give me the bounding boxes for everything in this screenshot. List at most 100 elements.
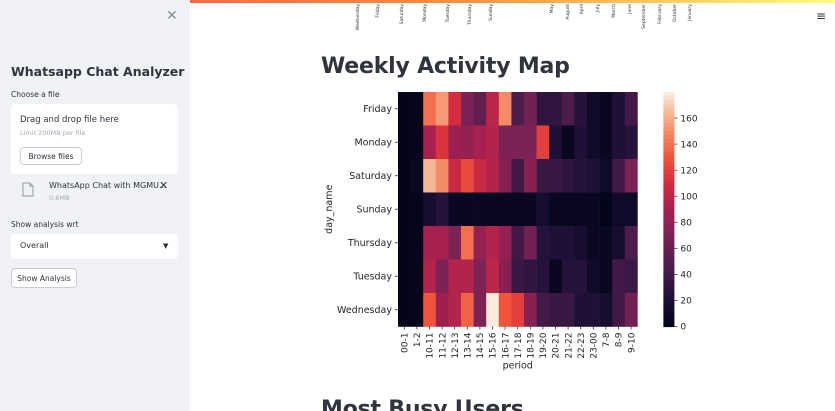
heatmap-cell bbox=[448, 259, 462, 294]
remove-x-icon[interactable]: ✕ bbox=[159, 179, 169, 192]
colorbar-segment bbox=[663, 115, 675, 120]
heatmap-cell bbox=[423, 92, 437, 126]
heatmap-cell bbox=[599, 92, 613, 126]
colorbar-segment bbox=[663, 146, 675, 152]
colorbar-segment bbox=[663, 131, 675, 136]
heatmap-cell bbox=[473, 192, 487, 227]
uploaded-file-name: WhatsApp Chat with MGMU... bbox=[49, 181, 167, 190]
heatmap-cell bbox=[511, 125, 525, 160]
colorbar-segment bbox=[663, 275, 675, 281]
heatmap-cell bbox=[410, 226, 424, 260]
heatmap-cell bbox=[574, 259, 588, 294]
heatmap-cell bbox=[536, 259, 550, 294]
heatmap-cell bbox=[549, 159, 563, 193]
heatmap-cell bbox=[473, 226, 487, 260]
heatmap-cell bbox=[587, 92, 600, 126]
heatmap-cell bbox=[612, 125, 626, 160]
colorbar-tick-label: 140 bbox=[680, 140, 697, 150]
file-uploader-dropzone[interactable]: Drag and drop file here Limit 200MB per … bbox=[11, 104, 178, 174]
heatmap-cell bbox=[536, 293, 550, 327]
x-tick-label: 00-1 bbox=[401, 333, 411, 353]
previous-chart-label: Tuesday bbox=[446, 4, 451, 23]
x-tick-label: 8-9 bbox=[615, 332, 625, 347]
x-tick-label: 17-18 bbox=[514, 332, 524, 358]
x-tick-label: 20-21 bbox=[552, 333, 562, 359]
previous-chart-label: Monday bbox=[423, 4, 428, 22]
y-tick-label: Friday bbox=[363, 104, 392, 115]
heatmap-cell bbox=[574, 293, 588, 327]
x-tick-label: 11-12 bbox=[438, 333, 448, 359]
previous-chart-label: July bbox=[596, 4, 601, 13]
previous-chart-label: Sunday bbox=[489, 4, 494, 21]
heatmap-cell bbox=[448, 293, 462, 327]
analysis-select-label: Show analysis wrt bbox=[11, 220, 79, 229]
analysis-user-select[interactable]: Overall ▼ bbox=[11, 234, 178, 259]
colorbar-segment bbox=[663, 189, 675, 195]
colorbar-segment bbox=[663, 150, 675, 156]
y-tick-label: Wednesday bbox=[337, 305, 392, 316]
colorbar-tick-label: 100 bbox=[680, 192, 697, 202]
previous-chart-label: September bbox=[642, 4, 647, 29]
colorbar-tick-label: 20 bbox=[680, 297, 692, 307]
colorbar-segment bbox=[663, 181, 675, 187]
colorbar-segment bbox=[663, 154, 675, 160]
heatmap-cell bbox=[624, 259, 638, 294]
browse-files-button[interactable]: Browse files bbox=[20, 147, 82, 165]
heatmap-cell bbox=[435, 293, 449, 327]
colorbar-segment bbox=[663, 279, 675, 285]
heatmap-cell bbox=[410, 92, 424, 126]
heatmap-cell bbox=[511, 192, 525, 227]
heatmap-cell bbox=[448, 159, 462, 193]
heatmap-cell bbox=[624, 125, 638, 160]
y-tick-label: Thursday bbox=[347, 238, 393, 249]
heatmap-cell bbox=[536, 92, 550, 126]
heatmap-cell bbox=[599, 226, 613, 260]
colorbar-segment bbox=[663, 201, 675, 206]
hamburger-menu-icon[interactable]: ≡ bbox=[816, 9, 827, 23]
heatmap-cell bbox=[473, 159, 487, 193]
colorbar-segment bbox=[663, 260, 675, 265]
weekly-activity-heading: Weekly Activity Map bbox=[321, 54, 570, 79]
colorbar-segment bbox=[663, 236, 675, 242]
x-tick-label: 15-16 bbox=[489, 332, 499, 358]
colorbar-segment bbox=[663, 314, 675, 320]
heatmap-cell bbox=[524, 92, 537, 126]
heatmap-cell bbox=[486, 159, 500, 193]
colorbar-segment bbox=[663, 111, 675, 117]
heatmap-cell bbox=[423, 293, 437, 327]
colorbar-segment bbox=[663, 213, 675, 218]
heatmap-cell bbox=[498, 125, 512, 160]
previous-chart-label: February bbox=[658, 4, 663, 24]
colorbar-segment bbox=[663, 142, 675, 148]
close-icon[interactable]: ✕ bbox=[166, 8, 178, 24]
heatmap-cell bbox=[624, 192, 638, 227]
heatmap-cell bbox=[511, 293, 525, 327]
colorbar-segment bbox=[663, 252, 675, 257]
heatmap-cell bbox=[486, 125, 500, 160]
colorbar-segment bbox=[663, 244, 675, 249]
previous-chart-label: October bbox=[673, 4, 678, 23]
file-icon bbox=[22, 182, 34, 197]
colorbar-segment bbox=[663, 232, 675, 238]
sidebar: ✕ Whatsapp Chat Analyzer Choose a file D… bbox=[0, 0, 190, 411]
heatmap-cell bbox=[410, 125, 424, 160]
heatmap-cell bbox=[423, 226, 437, 260]
heatmap-cell bbox=[486, 226, 500, 260]
colorbar-segment bbox=[663, 107, 675, 113]
heatmap-cell bbox=[587, 259, 600, 294]
heatmap-cell bbox=[561, 259, 575, 294]
colorbar-segment bbox=[663, 177, 675, 183]
heatmap-cell bbox=[498, 259, 512, 294]
heatmap-cell bbox=[536, 159, 550, 193]
heatmap-cell bbox=[612, 293, 626, 327]
heatmap-cell bbox=[599, 125, 613, 160]
colorbar-tick-label: 80 bbox=[680, 218, 692, 228]
colorbar-segment bbox=[663, 134, 675, 140]
colorbar-tick-label: 40 bbox=[680, 271, 692, 281]
show-analysis-button[interactable]: Show Analysis bbox=[11, 268, 77, 288]
colorbar-tick-label: 60 bbox=[680, 245, 692, 255]
colorbar-segment bbox=[663, 166, 675, 171]
heatmap-cell bbox=[398, 259, 411, 294]
x-tick-label: 22-23 bbox=[577, 333, 587, 359]
heatmap-cell bbox=[448, 92, 462, 126]
